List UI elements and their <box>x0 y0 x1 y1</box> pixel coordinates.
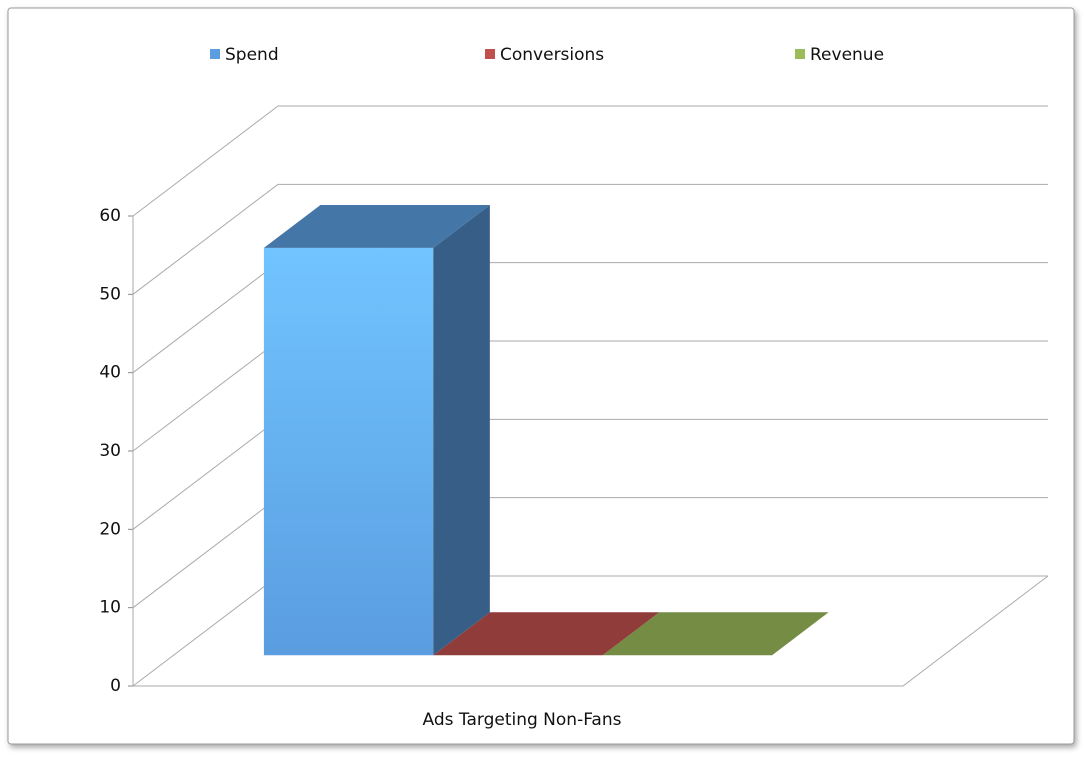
y-tick-label: 60 <box>99 206 121 226</box>
bar <box>433 612 660 656</box>
bar-top <box>263 204 490 248</box>
grid-line <box>132 105 1048 217</box>
legend-swatch <box>210 49 220 59</box>
bar-front <box>263 247 434 656</box>
y-tick-label: 10 <box>99 598 121 618</box>
bar-side <box>433 204 490 656</box>
legend-label: Conversions <box>500 45 604 65</box>
legend-label: Spend <box>225 45 279 65</box>
legend-label: Revenue <box>810 45 884 65</box>
x-tick-label: Ads Targeting Non-Fans <box>423 710 622 730</box>
y-tick-label: 30 <box>99 441 121 461</box>
bar-top <box>602 612 829 656</box>
legend-swatch <box>485 49 495 59</box>
bar-top <box>433 612 660 656</box>
bar <box>602 612 829 656</box>
bar <box>263 204 490 656</box>
y-tick-label: 20 <box>99 519 121 539</box>
legend-swatch <box>795 49 805 59</box>
y-tick-label: 0 <box>110 676 121 696</box>
grid-line <box>132 183 1048 295</box>
floor-edge <box>133 575 1049 687</box>
y-tick-label: 50 <box>99 284 121 304</box>
y-tick-label: 40 <box>99 363 121 383</box>
